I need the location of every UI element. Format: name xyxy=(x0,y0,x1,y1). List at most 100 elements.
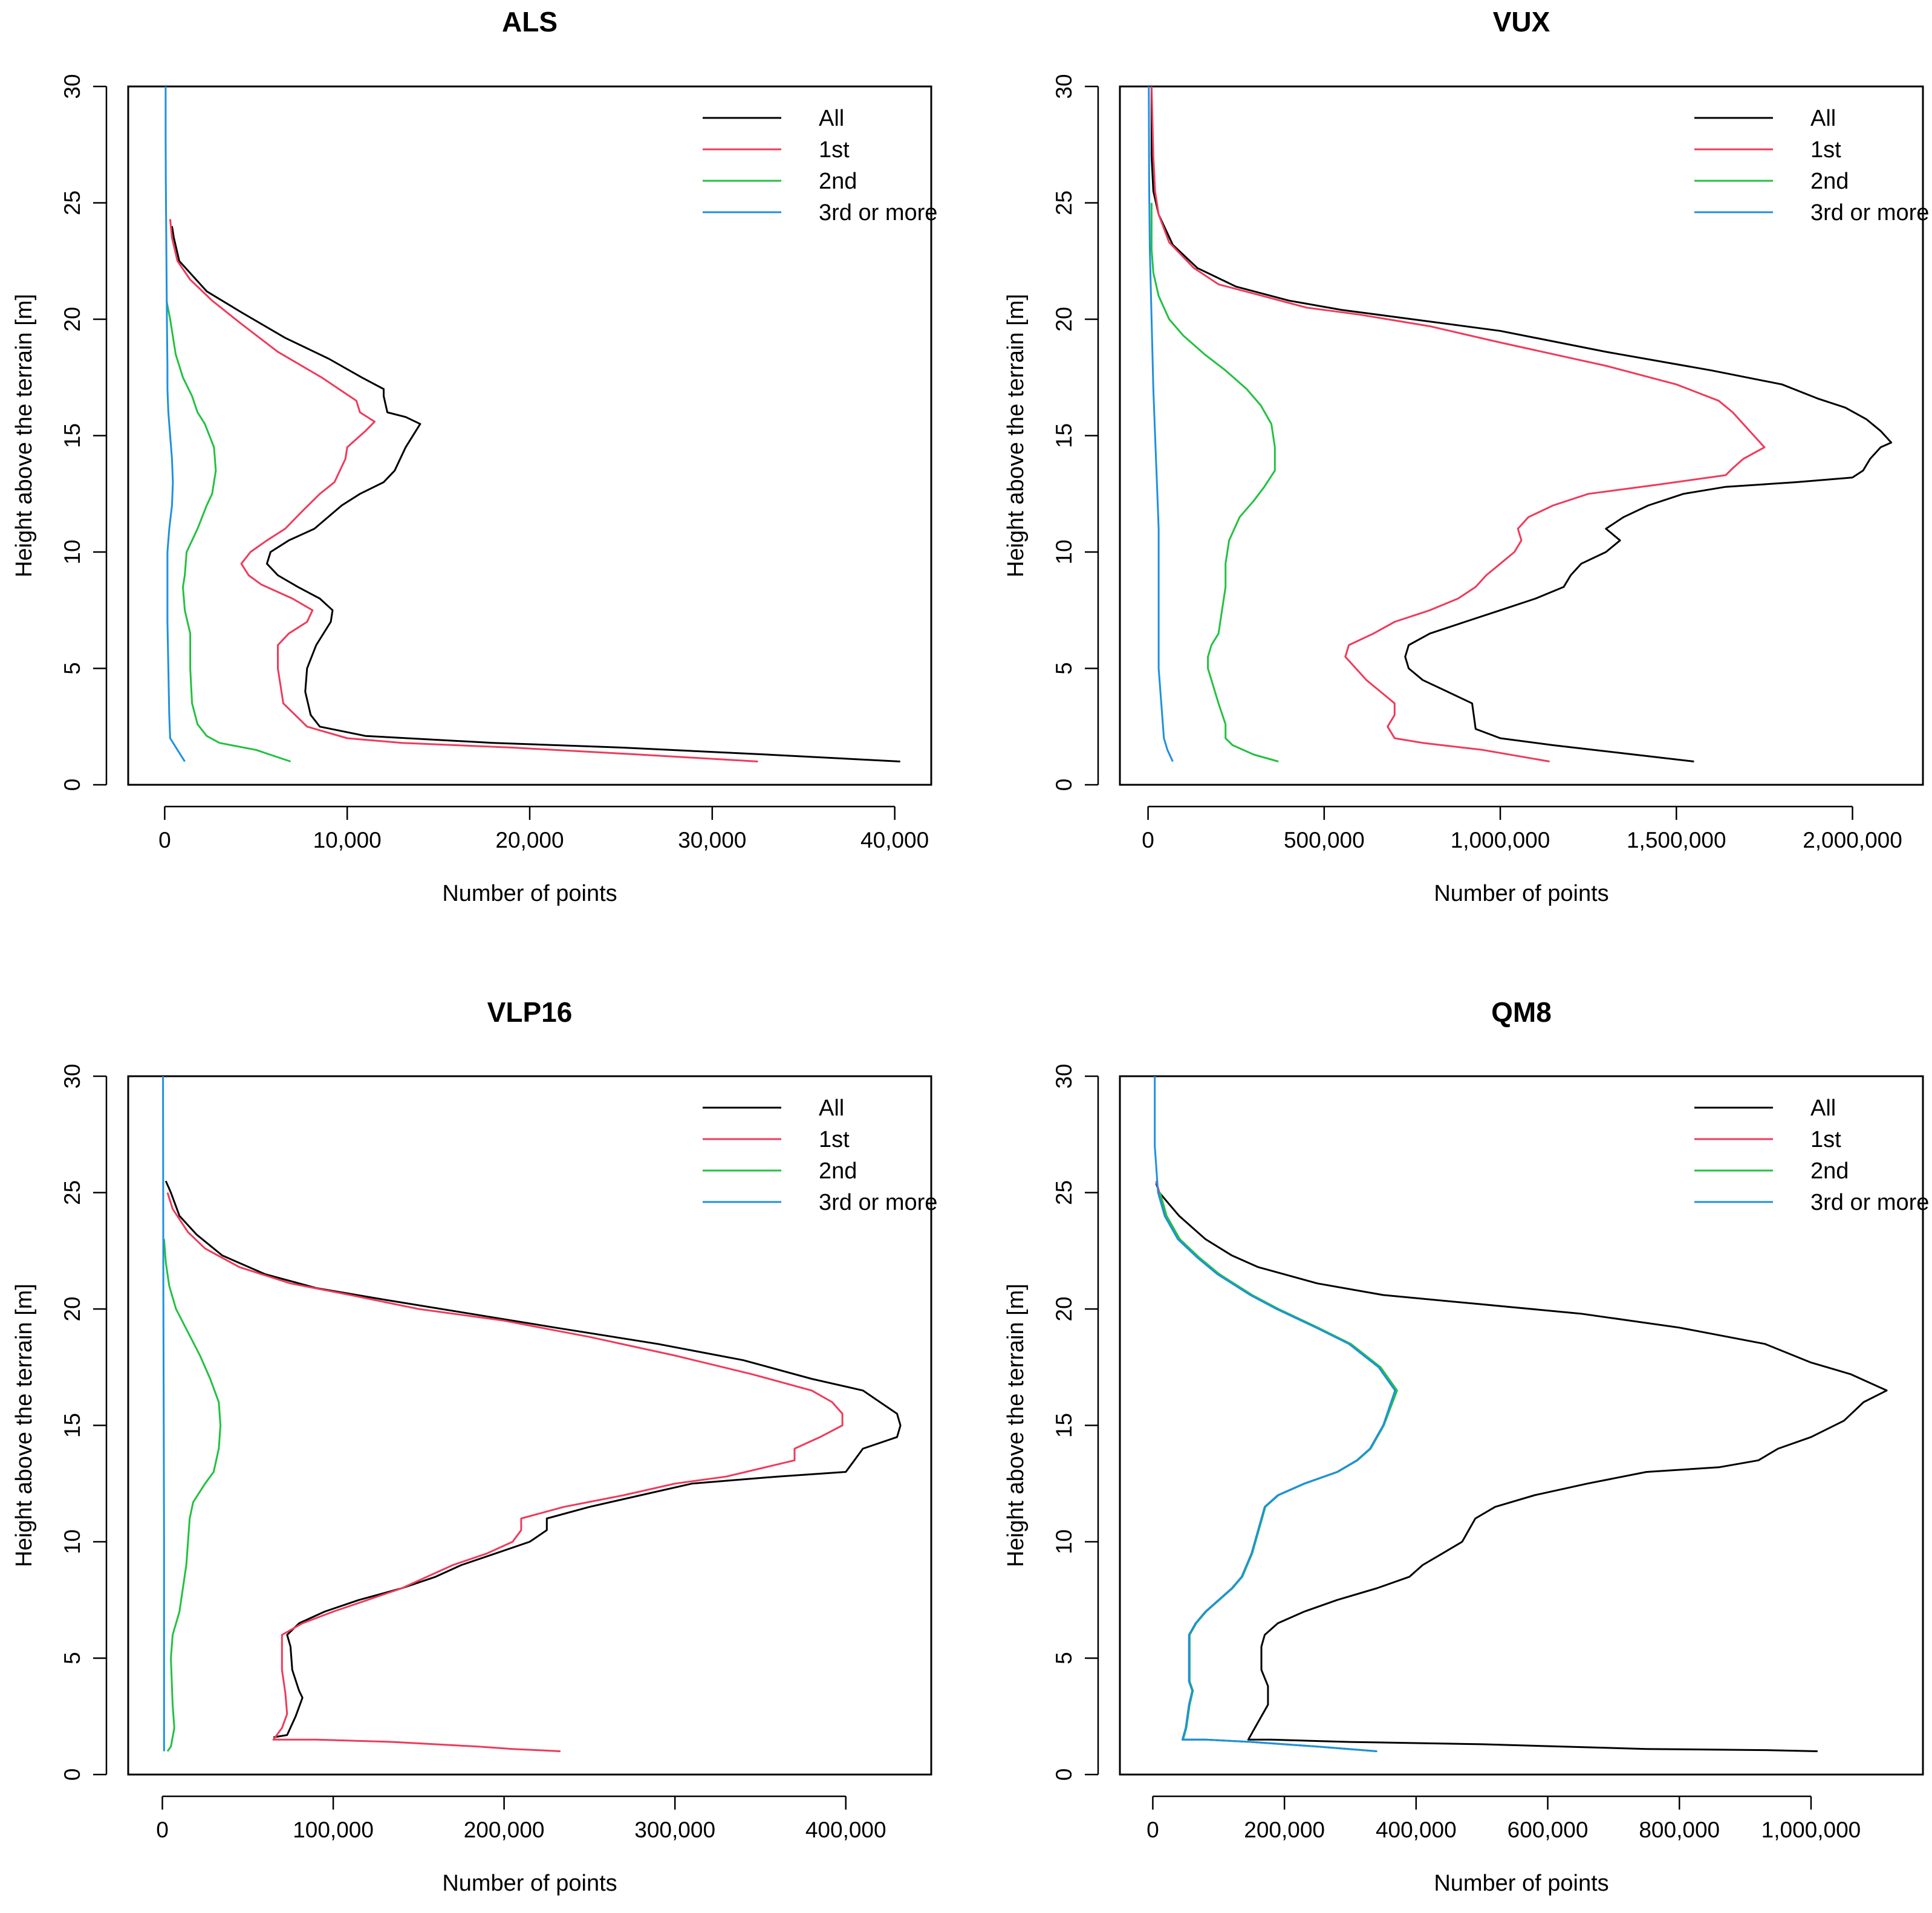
x-tick-label: 10,000 xyxy=(313,828,382,853)
legend-label-2nd: 2nd xyxy=(819,169,857,194)
chart-title: QM8 xyxy=(1491,996,1552,1028)
x-tick-label: 2,000,000 xyxy=(1803,828,1902,853)
y-tick-label: 5 xyxy=(1052,1652,1076,1665)
legend: All 1st 2nd 3rd or more xyxy=(703,106,937,226)
y-axis-label: Height above the terrain [m] xyxy=(11,1284,37,1567)
legend-label-2nd: 2nd xyxy=(1810,169,1849,194)
x-tick-label: 0 xyxy=(156,1817,169,1842)
legend-label-1st: 1st xyxy=(1810,1127,1841,1152)
y-tick-label: 25 xyxy=(60,190,85,215)
x-tick-label: 1,500,000 xyxy=(1627,828,1726,853)
y-tick-label: 0 xyxy=(60,779,85,791)
series-line-all xyxy=(1150,86,1893,762)
x-tick-label: 0 xyxy=(158,828,171,853)
y-tick-label: 25 xyxy=(1052,1180,1076,1205)
chart-title: VLP16 xyxy=(487,996,573,1028)
legend-label-all: All xyxy=(819,1096,844,1121)
legend: All 1st 2nd 3rd or more xyxy=(1694,1096,1929,1215)
x-tick-label: 100,000 xyxy=(293,1817,374,1842)
y-tick-label: 10 xyxy=(1052,1529,1076,1554)
series-line-3rd-or-more xyxy=(164,86,186,762)
series-line-1st xyxy=(1150,86,1766,762)
x-axis-label: Number of points xyxy=(1434,1871,1608,1896)
y-tick-label: 10 xyxy=(60,539,85,564)
y-tick-label: 0 xyxy=(60,1768,85,1781)
y-tick-label: 20 xyxy=(1052,1296,1076,1321)
legend-label-2nd: 2nd xyxy=(1810,1158,1849,1184)
series-line-all xyxy=(1155,1183,1888,1752)
y-tick-label: 10 xyxy=(60,1529,85,1554)
panel-vux: VUX 0 500,000 1,000,000 1,500,000 2,000,000 Nu… xyxy=(1003,6,1929,906)
x-tick-label: 1,000,000 xyxy=(1451,828,1550,853)
y-tick-label: 25 xyxy=(60,1180,85,1205)
y-tick-label: 10 xyxy=(1052,539,1076,564)
series-line-2nd xyxy=(1159,1192,1398,1752)
x-tick-label: 0 xyxy=(1142,828,1154,853)
x-tick-label: 300,000 xyxy=(634,1817,715,1842)
x-tick-label: 500,000 xyxy=(1284,828,1365,853)
legend: All 1st 2nd 3rd or more xyxy=(703,1096,937,1215)
y-tick-label: 20 xyxy=(60,1296,85,1321)
series-line-all xyxy=(164,1180,902,1738)
legend-label-all: All xyxy=(819,106,844,131)
y-tick-label: 20 xyxy=(60,307,85,331)
y-tick-label: 15 xyxy=(1052,423,1076,448)
x-tick-label: 1,000,000 xyxy=(1761,1817,1861,1842)
x-tick-label: 400,000 xyxy=(805,1817,886,1842)
x-tick-label: 0 xyxy=(1147,1817,1159,1842)
y-tick-label: 25 xyxy=(1052,190,1076,215)
y-axis-label: Height above the terrain [m] xyxy=(11,294,37,577)
x-axis-label: Number of points xyxy=(442,1871,617,1896)
legend-label-1st: 1st xyxy=(1810,137,1841,163)
plot-frame xyxy=(127,85,932,786)
x-tick-label: 400,000 xyxy=(1376,1817,1457,1842)
y-tick-label: 0 xyxy=(1052,1768,1076,1781)
y-axis-label: Height above the terrain [m] xyxy=(1003,294,1029,577)
plot-frame xyxy=(127,1075,932,1776)
y-axis-label: Height above the terrain [m] xyxy=(1003,1284,1029,1567)
legend-label-3rd-or-more: 3rd or more xyxy=(819,1190,937,1215)
y-tick-label: 15 xyxy=(1052,1413,1076,1438)
series-line-3rd-or-more xyxy=(1154,1076,1396,1752)
legend-label-3rd-or-more: 3rd or more xyxy=(1810,200,1929,226)
y-tick-label: 5 xyxy=(60,1652,85,1665)
legend-label-1st: 1st xyxy=(819,1127,850,1152)
y-tick-label: 5 xyxy=(1052,662,1076,675)
x-tick-label: 20,000 xyxy=(495,828,564,853)
series-line-3rd-or-more xyxy=(162,1076,165,1752)
legend-label-3rd-or-more: 3rd or more xyxy=(819,200,937,226)
legend-label-all: All xyxy=(1810,106,1836,131)
series-line-2nd xyxy=(163,1239,222,1752)
x-tick-label: 40,000 xyxy=(860,828,929,853)
panel-als: ALS 0 10,000 20,000 30,000 40,000 Number of po… xyxy=(11,6,937,906)
series-line-2nd xyxy=(1150,203,1279,762)
x-axis-label: Number of points xyxy=(442,881,617,906)
plot-frame xyxy=(1119,85,1924,786)
legend-label-1st: 1st xyxy=(819,137,850,163)
legend-label-all: All xyxy=(1810,1096,1836,1121)
legend-label-3rd-or-more: 3rd or more xyxy=(1810,1190,1929,1215)
y-tick-label: 5 xyxy=(60,662,85,675)
series-line-all xyxy=(171,226,900,762)
series-line-1st xyxy=(166,1192,844,1752)
y-tick-label: 15 xyxy=(60,1413,85,1438)
legend-label-2nd: 2nd xyxy=(819,1158,857,1184)
y-tick-label: 30 xyxy=(60,74,85,99)
panel-vlp16: VLP16 0 100,000 200,000 300,000 400,000 Number… xyxy=(11,996,937,1896)
x-tick-label: 600,000 xyxy=(1508,1817,1589,1842)
chart-title: ALS xyxy=(502,6,558,37)
y-tick-label: 30 xyxy=(60,1064,85,1088)
x-tick-label: 30,000 xyxy=(678,828,746,853)
y-tick-label: 15 xyxy=(60,423,85,448)
y-tick-label: 30 xyxy=(1052,1064,1076,1088)
x-tick-label: 800,000 xyxy=(1639,1817,1720,1842)
panel-qm8: QM8 0 200,000 400,000 600,000 800,000 1,000,00… xyxy=(1003,996,1929,1896)
chart-title: VUX xyxy=(1493,6,1550,37)
y-tick-label: 20 xyxy=(1052,307,1076,331)
series-line-1st xyxy=(1155,1180,1397,1752)
y-tick-label: 0 xyxy=(1052,779,1076,791)
plot-frame xyxy=(1119,1075,1924,1776)
y-tick-label: 30 xyxy=(1052,74,1076,99)
x-axis-label: Number of points xyxy=(1434,881,1608,906)
legend: All 1st 2nd 3rd or more xyxy=(1694,106,1929,226)
